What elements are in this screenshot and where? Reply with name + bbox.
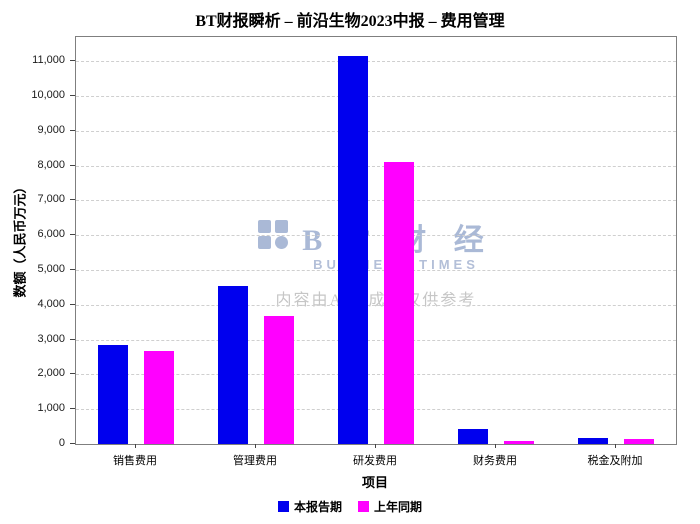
y-tick-label: 4,000 <box>37 297 65 310</box>
y-tick-mark <box>70 95 75 97</box>
legend-swatch-current-period <box>277 501 289 512</box>
bar-本报告期-销售费用 <box>98 345 128 444</box>
gridline <box>76 339 676 341</box>
y-tick-mark <box>70 303 75 305</box>
y-tick-mark <box>70 129 75 131</box>
gridline <box>76 304 676 306</box>
x-tick-label: 税金及附加 <box>587 455 643 467</box>
x-tick-mark <box>375 444 376 448</box>
legend-item-prior-period: 上年同期 <box>358 498 422 515</box>
x-axis-title: 项目 <box>361 475 388 490</box>
x-tick-mark <box>495 444 496 448</box>
x-tick-label: 销售费用 <box>113 455 157 467</box>
y-tick-label: 6,000 <box>37 228 65 241</box>
y-tick-label: 2,000 <box>37 367 65 380</box>
legend-swatch-prior-period <box>358 501 369 512</box>
legend-item-current-period: 本报告期 <box>277 498 342 515</box>
bar-上年同期-管理费用 <box>264 315 294 444</box>
watermark: B T 财 经 BUSINESS TIMES 内容由AI生成，仅供参考 <box>76 215 676 310</box>
bar-上年同期-财务费用 <box>504 441 534 444</box>
gridline <box>76 270 676 272</box>
y-tick-mark <box>70 164 75 166</box>
y-tick-mark <box>70 443 75 444</box>
y-tick-mark <box>70 408 75 410</box>
x-tick-mark <box>135 444 136 448</box>
bar-本报告期-研发费用 <box>338 56 368 444</box>
x-tick-label: 管理费用 <box>233 455 277 467</box>
gridline <box>76 200 676 202</box>
plot-area: B T 财 经 BUSINESS TIMES 内容由AI生成，仅供参考 <box>75 36 677 445</box>
y-tick-mark <box>70 199 75 201</box>
y-tick-label: 11,000 <box>32 54 65 67</box>
gridline <box>76 374 676 376</box>
y-tick-label: 1,000 <box>37 402 65 415</box>
y-tick-label: 7,000 <box>37 193 65 206</box>
y-tick-mark <box>70 234 75 236</box>
bt-logo-icon <box>258 219 290 255</box>
bar-本报告期-税金及附加 <box>578 438 608 444</box>
watermark-logo-row: B T 财 经 <box>76 215 676 259</box>
y-tick-label: 3,000 <box>37 332 65 345</box>
y-tick-label: 9,000 <box>37 123 65 136</box>
gridline <box>76 61 676 63</box>
bar-本报告期-财务费用 <box>458 428 488 444</box>
legend: 本报告期 上年同期 <box>0 498 700 515</box>
x-tick-label: 财务费用 <box>473 455 517 467</box>
bar-上年同期-税金及附加 <box>624 438 654 444</box>
y-tick-mark <box>70 338 75 340</box>
gridline <box>76 409 676 411</box>
x-tick-label: 研发费用 <box>353 455 397 467</box>
bar-本报告期-管理费用 <box>218 286 248 444</box>
gridline <box>76 96 676 98</box>
gridline <box>76 235 676 237</box>
bar-上年同期-销售费用 <box>144 351 174 444</box>
y-tick-label: 0 <box>58 437 65 449</box>
x-tick-mark <box>255 444 256 448</box>
chart-title: BT财报瞬析 – 前沿生物2023中报 – 费用管理 <box>195 13 505 30</box>
y-tick-label: 8,000 <box>37 158 65 171</box>
y-tick-mark <box>70 269 75 271</box>
y-tick-mark <box>70 60 75 62</box>
y-tick-mark <box>70 373 75 375</box>
legend-label-current-period: 本报告期 <box>293 500 342 514</box>
x-tick-mark <box>615 444 616 448</box>
y-tick-label: 10,000 <box>31 89 65 102</box>
bar-上年同期-研发费用 <box>384 161 414 444</box>
gridline <box>76 165 676 167</box>
watermark-ai-note: 内容由AI生成，仅供参考 <box>275 292 477 309</box>
y-tick-label: 5,000 <box>37 263 65 276</box>
gridline <box>76 130 676 132</box>
legend-label-prior-period: 上年同期 <box>374 500 423 514</box>
